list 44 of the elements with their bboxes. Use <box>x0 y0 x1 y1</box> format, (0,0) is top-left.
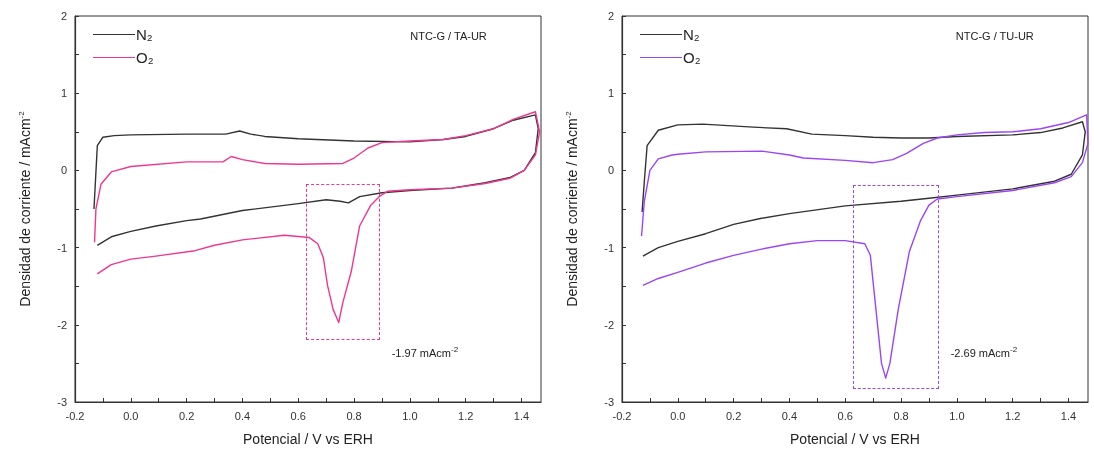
x-axis-title: Potencial / V vs ERH <box>790 431 920 447</box>
y-tick-label: -3 <box>604 396 614 408</box>
x-tick-label: 0.8 <box>893 409 909 422</box>
y-tick-label: -2 <box>604 318 614 331</box>
x-tick-label: 0.0 <box>123 409 139 422</box>
y-tick-label: 2 <box>60 10 67 22</box>
x-tick-label: -0.2 <box>65 409 85 422</box>
y-tick-label: -1 <box>57 241 67 254</box>
x-tick-label: 0.0 <box>670 409 686 422</box>
y-tick-label: 2 <box>607 10 614 22</box>
y-tick-label: 1 <box>60 87 67 100</box>
y-tick-label: 0 <box>607 164 614 177</box>
x-tick-label: 0.6 <box>837 409 853 422</box>
x-tick-label: 0.4 <box>234 409 251 422</box>
x-tick-label: 1.2 <box>1005 409 1021 422</box>
line-series <box>93 114 539 246</box>
x-tick-label: 1.4 <box>513 409 530 422</box>
x-tick-label: 0.2 <box>725 409 742 422</box>
y-axis-title: Densidad de corriente / mAcm-2 <box>563 110 580 307</box>
x-tick-label: 0.6 <box>290 409 306 422</box>
x-tick-label: 0.4 <box>781 409 798 422</box>
y-axis-title: Densidad de corriente / mAcm-2 <box>16 110 33 307</box>
legend-label: O₂ <box>136 49 154 66</box>
y-tick-label: -1 <box>604 241 614 254</box>
annotation: NTC-G / TU-UR <box>955 29 1034 42</box>
x-tick-label: 1.0 <box>402 409 418 422</box>
legend-label: O₂ <box>683 49 701 66</box>
y-tick-label: -2 <box>57 318 67 331</box>
x-tick-label: 0.8 <box>346 409 362 422</box>
legend-label: N₂ <box>136 26 153 43</box>
y-tick-label: 0 <box>60 164 67 177</box>
x-tick-label: 1.0 <box>949 409 965 422</box>
y-tick-label: -3 <box>57 396 67 408</box>
line-series <box>641 121 1086 257</box>
annotation: NTC-G / TA-UR <box>410 29 487 42</box>
line-series <box>640 114 1089 379</box>
x-tick-label: 1.4 <box>1060 409 1077 422</box>
y-tick-label: 1 <box>607 87 614 100</box>
legend-label: N₂ <box>683 26 700 43</box>
x-axis-title: Potencial / V vs ERH <box>243 431 373 447</box>
line-series <box>93 111 541 324</box>
x-tick-label: 0.2 <box>178 409 195 422</box>
x-tick-label: 1.2 <box>458 409 474 422</box>
x-tick-label: -0.2 <box>612 409 632 422</box>
